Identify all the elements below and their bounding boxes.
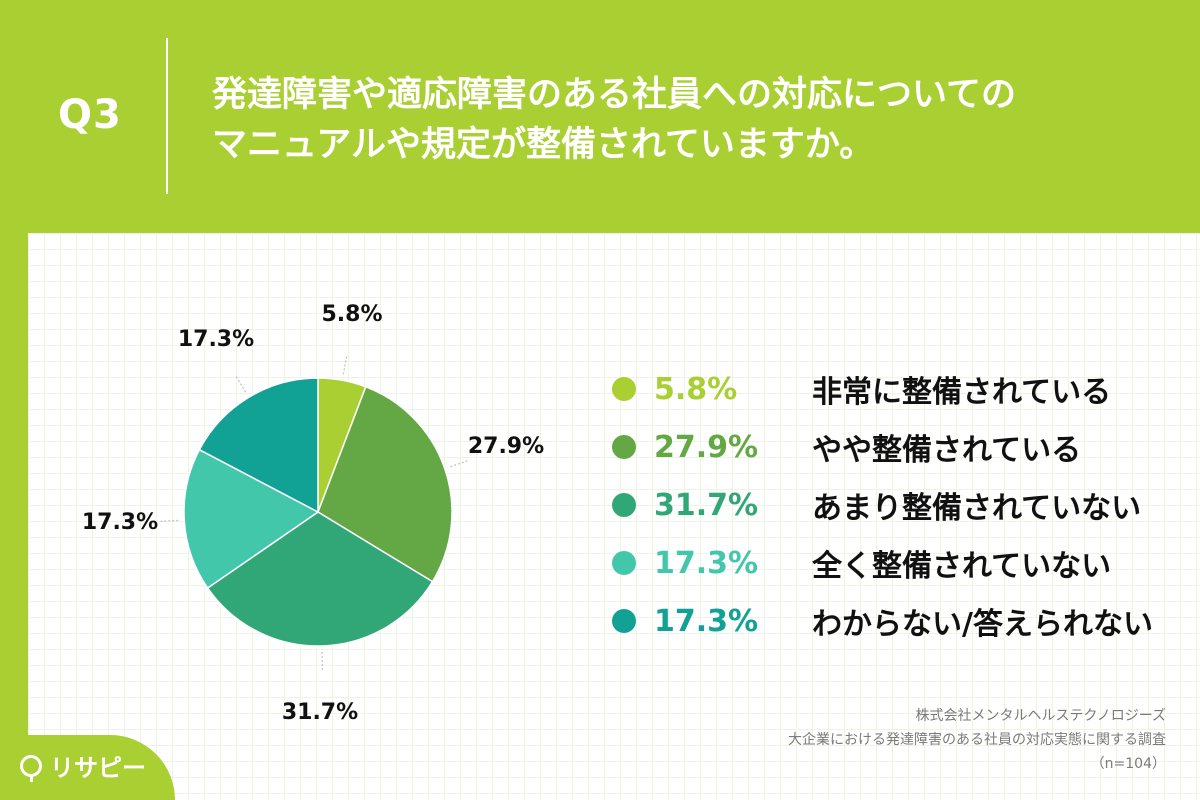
legend-item: 17.3% わからない/答えられない [612,592,1153,650]
source-company: 株式会社メンタルヘルステクノロジーズ [915,708,1166,724]
logo: リサピー [20,748,146,783]
slice-leader-line [342,356,348,375]
legend-item: 17.3% 全く整備されていない [612,534,1153,592]
question-title: 発達障害や適応障害のある社員への対応についての マニュアルや規定が整備されていま… [212,70,1112,170]
slice-leader-line [235,376,247,393]
legend-label: やや整備されている [812,433,1082,468]
pie-slice [317,385,453,583]
legend-dot-icon [612,493,636,517]
question-title-line-2: マニュアルや規定が整備されていますか。 [212,125,875,165]
legend-item: 31.7% あまり整備されていない [612,476,1153,534]
slice-value-label: 17.3% [178,327,254,352]
slice-value-label: 27.9% [468,434,544,459]
slice-leader-line [321,651,324,670]
legend-value: 17.3% [654,545,759,581]
question-title-line-1: 発達障害や適応障害のある社員への対応についての [212,75,1016,115]
pie-slice [198,377,319,514]
slice-leader-line [450,460,468,468]
legend-label: わからない/答えられない [812,607,1153,642]
legend-label: あまり整備されていない [812,491,1142,526]
legend: 5.8% 非常に整備されている 27.9% やや整備されている 31.7% あま… [612,360,1153,650]
pin-icon [20,754,42,782]
legend-label: 非常に整備されている [812,375,1112,410]
header-divider [166,38,168,194]
slice-leader-line [160,519,179,523]
slice-value-label: 17.3% [82,510,158,535]
legend-item: 27.9% やや整備されている [612,418,1153,476]
source-note: 株式会社メンタルヘルステクノロジーズ 大企業における発達障害のある社員の対応実態… [788,704,1166,776]
legend-label: 全く整備されていない [812,549,1112,584]
legend-value: 5.8% [654,371,738,407]
legend-value: 17.3% [654,603,759,639]
legend-value: 27.9% [654,429,759,465]
source-survey: 大企業における発達障害のある社員の対応実態に関する調査 [788,732,1166,748]
legend-dot-icon [612,609,636,633]
legend-value: 31.7% [654,487,759,523]
pie-slice [206,511,434,647]
slice-value-label: 5.8% [321,302,382,327]
legend-dot-icon [612,377,636,401]
source-sample: （n=104） [1090,756,1166,772]
header: Q3 発達障害や適応障害のある社員への対応についての マニュアルや規定が整備され… [0,0,1200,230]
slice-value-label: 31.7% [282,700,358,725]
logo-text: リサピー [50,754,146,782]
legend-dot-icon [612,551,636,575]
question-number: Q3 [58,92,122,138]
legend-item: 5.8% 非常に整備されている [612,360,1153,418]
legend-dot-icon [612,435,636,459]
pie-slice [183,448,320,590]
